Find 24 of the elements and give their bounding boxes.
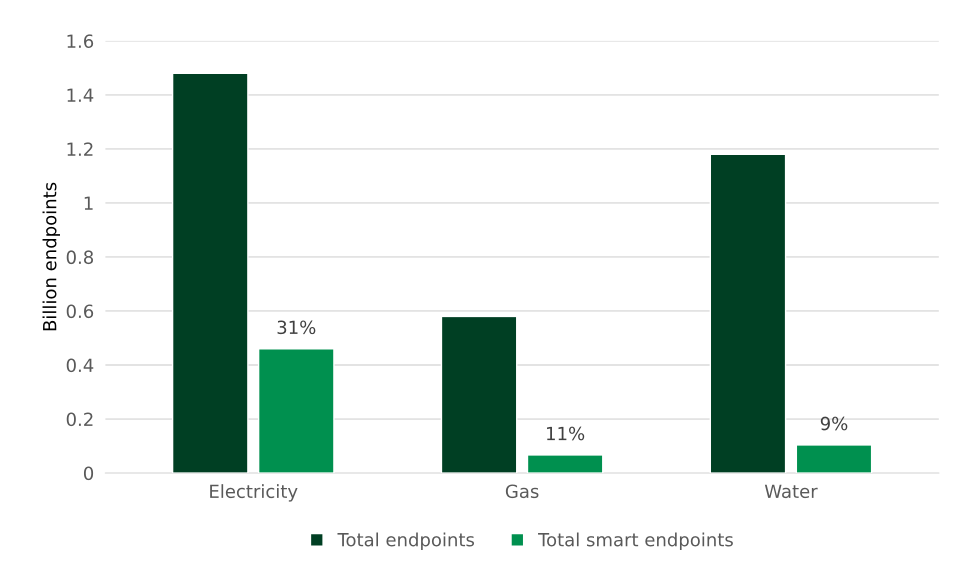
bar <box>710 154 786 474</box>
bar <box>526 454 604 474</box>
annotation: 31% <box>278 320 316 334</box>
y-axis-title: Billion endpoints <box>42 182 60 330</box>
bar <box>172 72 249 474</box>
x-tick-label: Gas <box>506 484 538 498</box>
bar <box>258 348 335 474</box>
annotation: 11% <box>547 426 584 440</box>
y-tick-label: 1.2 <box>68 142 92 156</box>
y-tick-label: 0 <box>84 466 94 480</box>
y-tick-label: 0.4 <box>66 358 94 372</box>
legend-label: Total endpoints <box>337 532 474 550</box>
legend-label: Total smart endpoints <box>538 532 733 550</box>
y-tick-label: 1.6 <box>68 34 94 48</box>
annotation: 9% <box>820 416 848 430</box>
x-tick-label: Electricity <box>210 484 298 502</box>
bar <box>796 444 872 474</box>
y-tick-label: 1 <box>84 196 93 210</box>
y-tick-label: 0.6 <box>66 304 94 318</box>
x-tick-label: Water <box>764 484 818 498</box>
y-tick-label: 1.4 <box>68 88 94 102</box>
bar <box>440 316 518 474</box>
y-tick-label: 0.8 <box>66 250 94 264</box>
y-tick-label: 0.2 <box>66 412 92 426</box>
